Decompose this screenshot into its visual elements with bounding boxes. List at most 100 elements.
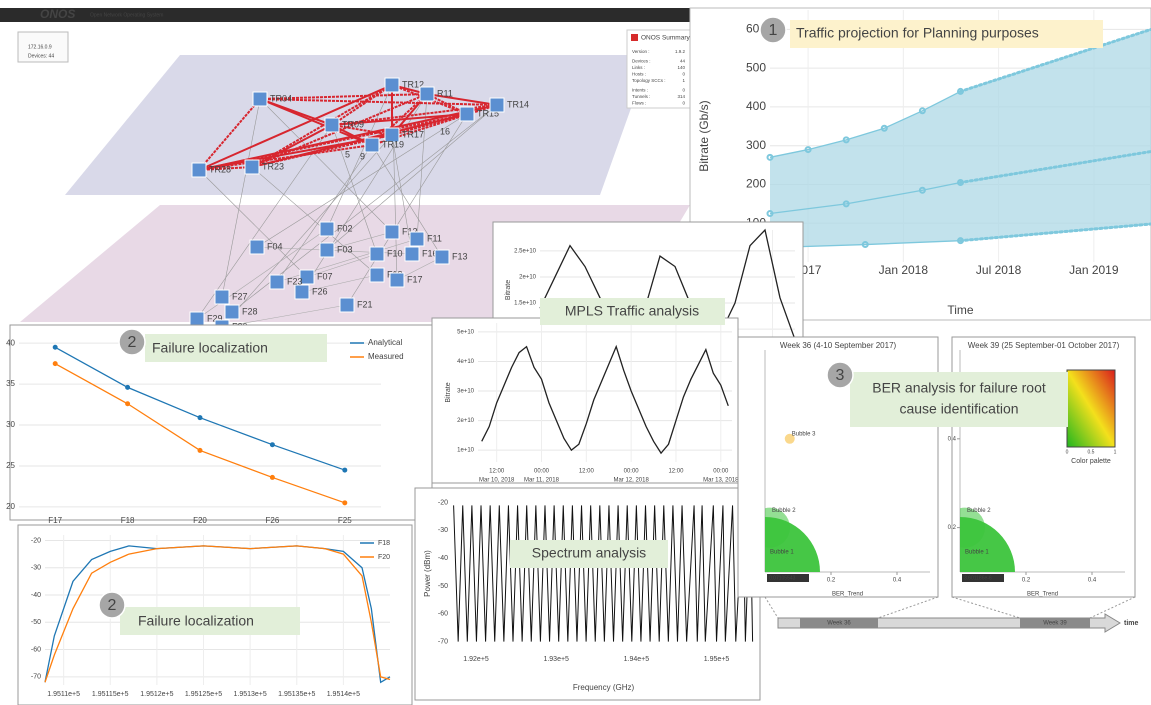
y-tick-label: 5e+10: [457, 329, 475, 335]
callout-box: [510, 540, 668, 568]
chart-panel: [431, 317, 739, 484]
bubble: [960, 507, 985, 548]
red-link: [251, 84, 393, 168]
node-label: TR09: [342, 119, 364, 129]
summary-key: Version :: [632, 49, 650, 54]
node-icon: [252, 91, 268, 107]
y-tick-label: 300: [746, 138, 766, 152]
device-ip: 172.16.0.9: [28, 44, 52, 50]
point: [269, 474, 275, 480]
x-tick-label: 00:00: [713, 469, 729, 475]
x-tick-label: 1.95115e+5: [92, 691, 129, 698]
summary-value: 44: [680, 59, 686, 64]
annotation-box: [767, 574, 809, 582]
vertical-link: [326, 84, 393, 230]
node-label: F29: [207, 313, 223, 323]
callout-text: Failure localization: [138, 613, 254, 629]
node-label: F02: [337, 223, 353, 233]
y-tick-label: -60: [31, 646, 41, 653]
callout-text: Traffic projection for Planning purposes: [796, 25, 1039, 41]
red-link: [198, 166, 253, 171]
vertical-link: [346, 113, 468, 306]
point: [918, 186, 926, 194]
x-tick-label: F25: [338, 516, 352, 525]
x-tick-date: Mar 13, 2018: [703, 478, 739, 484]
point: [125, 401, 131, 407]
y-axis-label: Bitrate (Gb/s): [697, 100, 711, 171]
x-tick-label: 0.4: [1088, 578, 1097, 584]
node-icon: [224, 304, 240, 320]
node-label: F12: [402, 226, 418, 236]
logo: ONOS: [40, 7, 75, 21]
colorbar-tick: 0: [1066, 449, 1069, 455]
lower-link: [301, 274, 378, 293]
y-tick-label: 3e+10: [457, 389, 475, 395]
logo-subtitle: Open Network Operating System: [90, 12, 163, 18]
node-icon: [419, 86, 435, 102]
summary-key: Intents :: [632, 88, 648, 93]
point: [918, 107, 926, 115]
x-tick-label: 12:00: [489, 469, 505, 475]
red-link: [426, 93, 498, 106]
red-link: [198, 84, 393, 171]
red-link: [331, 84, 393, 126]
y-tick-label: -40: [438, 555, 448, 562]
point: [269, 442, 275, 448]
callout-text: Failure localization: [152, 340, 268, 356]
colorbar-tick: 0.5: [1088, 449, 1095, 455]
node-icon: [244, 159, 260, 175]
node-label: F26: [312, 286, 328, 296]
node-label: TR23: [262, 161, 284, 171]
colorbar-tick: 1: [1114, 449, 1117, 455]
node-icon: [299, 269, 315, 285]
annotation: 0.07105543: [769, 575, 796, 581]
x-axis-label: Frequency (GHz): [573, 683, 635, 692]
lower-link: [221, 304, 348, 328]
x-tick-label: F17: [48, 516, 62, 525]
node-label: TR28: [209, 164, 231, 174]
bubble-label: Bubble 3: [792, 431, 816, 437]
y-tick-label: -30: [31, 565, 41, 572]
node-label: TR04: [270, 93, 292, 103]
badge: [759, 16, 787, 44]
x-tick-label: Jan 2019: [1069, 263, 1119, 277]
callout-text: Spectrum analysis: [532, 545, 646, 561]
summary-key: Links :: [632, 65, 645, 70]
legend-label: Measured: [368, 352, 404, 361]
node-label: F28: [242, 306, 258, 316]
summary-value: 314: [677, 94, 685, 99]
point: [197, 447, 203, 453]
summary-value: 0: [682, 72, 685, 77]
node-label: F11: [427, 233, 442, 243]
callout-box: [145, 334, 327, 362]
summary-value: 0: [682, 88, 685, 93]
y-axis-label: Power (dBm): [423, 550, 432, 597]
timeline-label: time: [1124, 620, 1139, 627]
bubble-label: Bubble 2: [772, 508, 796, 514]
badge-number: 2: [108, 597, 117, 614]
y-tick-label: 35: [6, 379, 15, 388]
y-tick-label: -70: [438, 638, 448, 645]
series-line: [959, 222, 1151, 243]
node-icon: [384, 77, 400, 93]
callout-text: MPLS Traffic analysis: [565, 303, 699, 319]
x-tick-label: 1.95e+5: [704, 656, 730, 663]
red-link: [331, 124, 393, 136]
vertical-link: [196, 124, 333, 320]
red-link: [331, 104, 498, 126]
x-tick-label: F26: [266, 516, 280, 525]
point: [52, 361, 58, 367]
summary-key: Flows :: [632, 101, 646, 106]
header-bar: [0, 8, 690, 22]
callout-text: BER analysis for failure root: [872, 380, 1046, 396]
x-tick-date: Mar 11, 2018: [524, 478, 560, 484]
x-tick-date: Mar 10, 2018: [479, 478, 515, 484]
upper-plane: [65, 55, 650, 195]
summary-icon: [631, 34, 638, 41]
y-tick-label: -50: [31, 619, 41, 626]
node-icon: [269, 274, 285, 290]
chart-title: Week 39 (25 September-01 October 2017): [968, 341, 1120, 350]
summary-value: 1.9.2: [675, 49, 686, 54]
node-icon: [214, 289, 230, 305]
y-tick-label: 400: [746, 99, 766, 113]
